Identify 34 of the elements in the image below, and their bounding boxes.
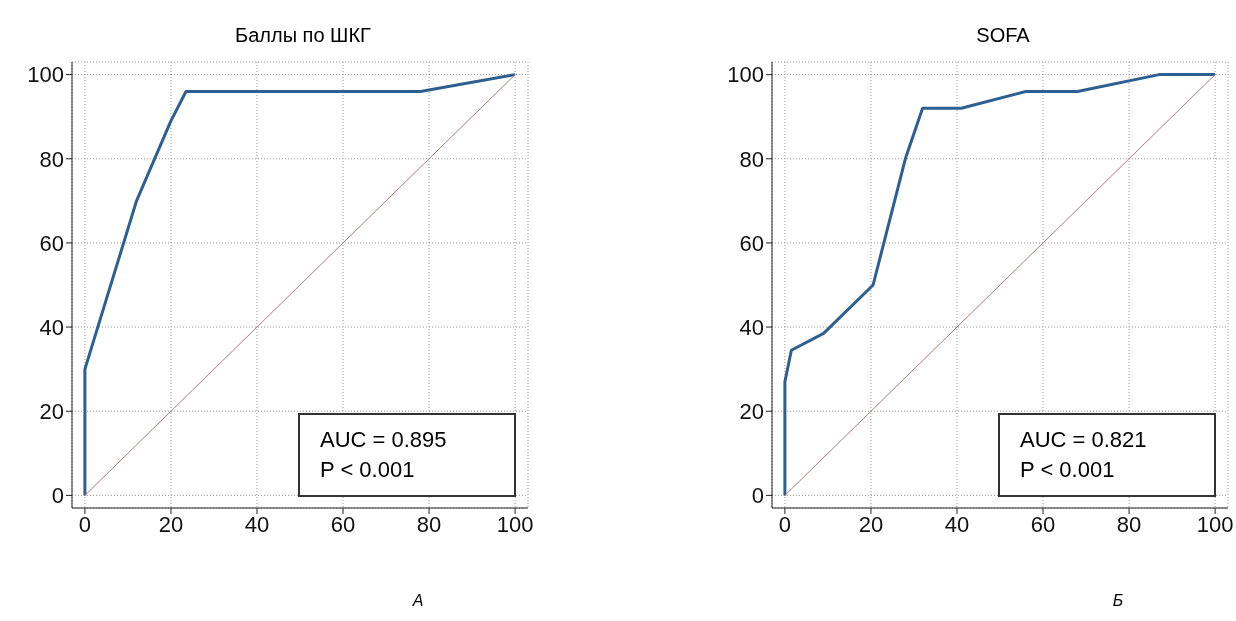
text: Б	[1111, 592, 1125, 610]
x-tick-label: 20	[858, 511, 884, 537]
y-tick-label: 100	[27, 62, 64, 88]
x-tick-label: 40	[244, 511, 270, 537]
y-tick-label: 100	[727, 62, 764, 88]
x-tick-label: 20	[158, 511, 184, 537]
x-tick-label: 80	[416, 511, 442, 537]
annotation: P < 0.001	[320, 456, 416, 484]
y-tick-label: 0	[51, 483, 64, 509]
y-tick-label: 40	[39, 314, 64, 340]
x-tick-label: 0	[78, 511, 92, 537]
y-tick-label: 20	[739, 399, 764, 425]
text: А	[411, 592, 425, 610]
x-tick-label: 40	[944, 511, 970, 537]
y-tick-label: 20	[39, 399, 64, 425]
annotation: P < 0.001	[1020, 456, 1116, 484]
y-tick-label: 0	[751, 483, 764, 509]
x-tick-label: 60	[1030, 511, 1056, 537]
x-tick-label: 100	[1196, 511, 1234, 537]
y-tick-label: 80	[739, 146, 764, 172]
chart-title: Баллы по ШКГ	[234, 24, 372, 47]
y-tick-label: 40	[739, 314, 764, 340]
y-tick-label: 80	[39, 146, 64, 172]
y-tick-label: 60	[39, 230, 64, 256]
chart-title: SOFA	[975, 24, 1031, 47]
x-tick-label: 100	[496, 511, 534, 537]
x-tick-label: 60	[330, 511, 356, 537]
annotation: AUC = 0.821	[1020, 426, 1148, 454]
text-box: AUC = 0.821 P < 0.001	[998, 413, 1216, 497]
y-tick-label: 60	[739, 230, 764, 256]
x-tick-label: 0	[778, 511, 792, 537]
annotation: AUC = 0.895	[320, 426, 448, 454]
x-tick-label: 80	[1116, 511, 1142, 537]
text-box: AUC = 0.895 P < 0.001	[298, 413, 516, 497]
